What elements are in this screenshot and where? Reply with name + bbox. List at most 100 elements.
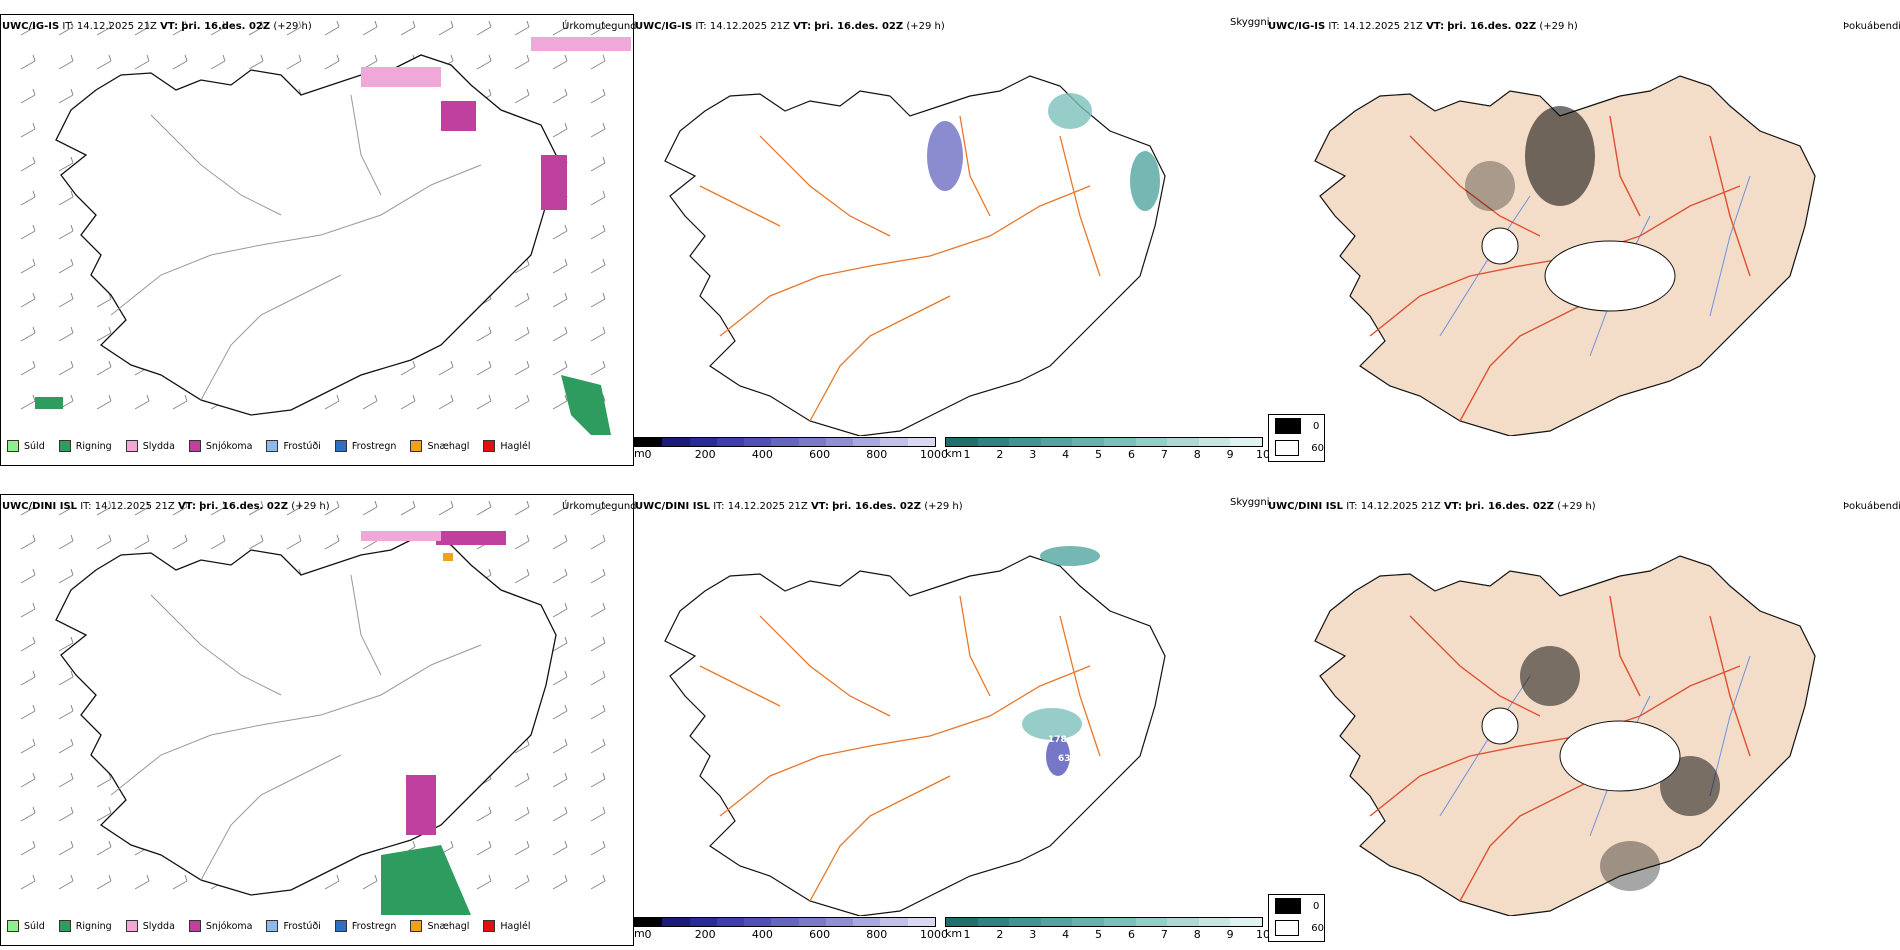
legend-swatch: [266, 440, 279, 452]
colorbar-tick: 10: [1256, 448, 1270, 461]
wind-barb: [96, 772, 112, 788]
colorbar-cell: [771, 918, 799, 926]
header-precip-top: UWC/IG-IS IT: 14.12.2025 21Z VT: þri. 16…: [2, 21, 312, 32]
roads: [699, 595, 1101, 902]
wind-barb: [590, 360, 606, 376]
lead-time: (+29 h): [906, 21, 945, 32]
wind-barb: [514, 534, 530, 550]
roads: [110, 574, 482, 881]
wind-barb: [590, 292, 606, 308]
wind-barb: [476, 54, 492, 70]
wind-barb: [324, 534, 340, 550]
visibility-area-2: [1130, 151, 1160, 211]
wind-barb: [58, 704, 74, 720]
roads: [699, 115, 1101, 422]
wind-barb: [58, 534, 74, 550]
wind-barb: [514, 874, 530, 890]
colorbar-tick: 400: [751, 928, 773, 941]
wind-barb: [514, 840, 530, 856]
legend-swatch: [125, 920, 138, 932]
vt-value: þri. 16.des. 02Z: [1447, 21, 1537, 32]
fog-swatch-60: [1275, 440, 1300, 456]
colorbar-tick: 200: [694, 928, 716, 941]
colorbar-cell: [1040, 438, 1073, 446]
colorbar-cell: [744, 918, 772, 926]
wind-barb: [58, 568, 74, 584]
wind-barb: [248, 500, 264, 516]
wind-barb: [590, 602, 606, 618]
glacier-2: [1481, 707, 1519, 745]
wind-barb: [514, 88, 530, 104]
fog-map-top: [1314, 75, 1816, 436]
legend-label: Súld: [24, 440, 45, 452]
colorbar-cell: [1009, 438, 1041, 446]
colorbar-tick: 10: [1256, 928, 1270, 941]
wind-barb: [324, 54, 340, 70]
wind-barb: [58, 20, 74, 36]
vt-label: VT:: [810, 501, 829, 512]
ceiling-cells: [634, 437, 936, 447]
colorbar-cell: [880, 438, 908, 446]
cloud-label-2: 162: [1173, 189, 1192, 199]
colorbar-tick: 2: [996, 448, 1004, 461]
visibility-unit: km: [945, 447, 963, 460]
wind-barb: [514, 326, 530, 342]
colorbar-cell: [716, 918, 745, 926]
fog-value-60: 60: [1311, 922, 1324, 934]
wind-barb: [552, 636, 568, 652]
wind-barb: [96, 806, 112, 822]
colorbar-tick: 4: [1062, 928, 1070, 941]
wind-barb: [134, 534, 150, 550]
wind-barb: [552, 88, 568, 104]
legend-swatch: [483, 440, 496, 452]
wind-barb: [20, 258, 36, 274]
wind-barb: [552, 122, 568, 138]
precip-legend-top: Súld Rigning Slydda Snjókoma Frostúði Frostre…: [7, 440, 545, 452]
colorbar-cell: [853, 918, 881, 926]
colorbar-tick: 1: [963, 928, 971, 941]
colorbar-tick: 1: [963, 448, 971, 461]
wind-barb: [476, 326, 492, 342]
colorbar-tick: 6: [1127, 448, 1135, 461]
wind-barb: [552, 806, 568, 822]
legend-label: Snæhagl: [427, 920, 470, 932]
iceland-land: [1314, 555, 1816, 916]
wind-barb: [96, 874, 112, 890]
legend-item: Snæhagl: [410, 920, 469, 932]
colorbar-cell: [662, 918, 690, 926]
wind-barb: [172, 20, 188, 36]
wind-barb: [20, 394, 36, 410]
colorbar-tick: 400: [751, 448, 773, 461]
wind-barb: [96, 534, 112, 550]
colorbar-tick: 5: [1095, 448, 1103, 461]
rain-area-1: [381, 845, 471, 915]
fog-swatch-60: [1275, 920, 1300, 936]
colorbar-cell: [946, 918, 978, 926]
fog-title-bottom: Þokuábendi: [1843, 501, 1900, 512]
ceiling-colorbar-bottom: m 0 200 400 600 800 1000: [634, 917, 948, 941]
header-fog-bottom: UWC/DINI ISL IT: 14.12.2025 21Z VT: þri.…: [1268, 501, 1596, 512]
wind-barb: [20, 54, 36, 70]
wind-barb: [286, 534, 302, 550]
wind-barb: [172, 500, 188, 516]
wind-barb: [514, 738, 530, 754]
wind-barb: [20, 840, 36, 856]
colorbar-tick: 800: [866, 448, 888, 461]
colorbar-tick: 200: [694, 448, 716, 461]
legend-label: Frostúði: [283, 440, 321, 452]
colorbar-cell: [662, 438, 690, 446]
lead-time: (+29 h): [924, 501, 963, 512]
vt-value: þri. 16.des. 02Z: [1465, 501, 1554, 512]
cloud-label-3: 219: [1026, 902, 1045, 912]
colorbar-cell: [853, 438, 881, 446]
fog-colorbar-top: 0 60: [1268, 414, 1325, 462]
wind-barb: [96, 326, 112, 342]
precip-panel-top: Súld Rigning Slydda Snjókoma Frostúði Frostre…: [0, 14, 634, 466]
wind-barb: [590, 190, 606, 206]
cloud-title-top: Skyggni: [1230, 17, 1270, 28]
colorbar-cell: [1040, 918, 1073, 926]
legend-label: Haglél: [500, 920, 531, 932]
wind-barb: [210, 534, 226, 550]
legend-item: Haglél: [483, 920, 531, 932]
fog-value-0: 0: [1313, 420, 1320, 432]
